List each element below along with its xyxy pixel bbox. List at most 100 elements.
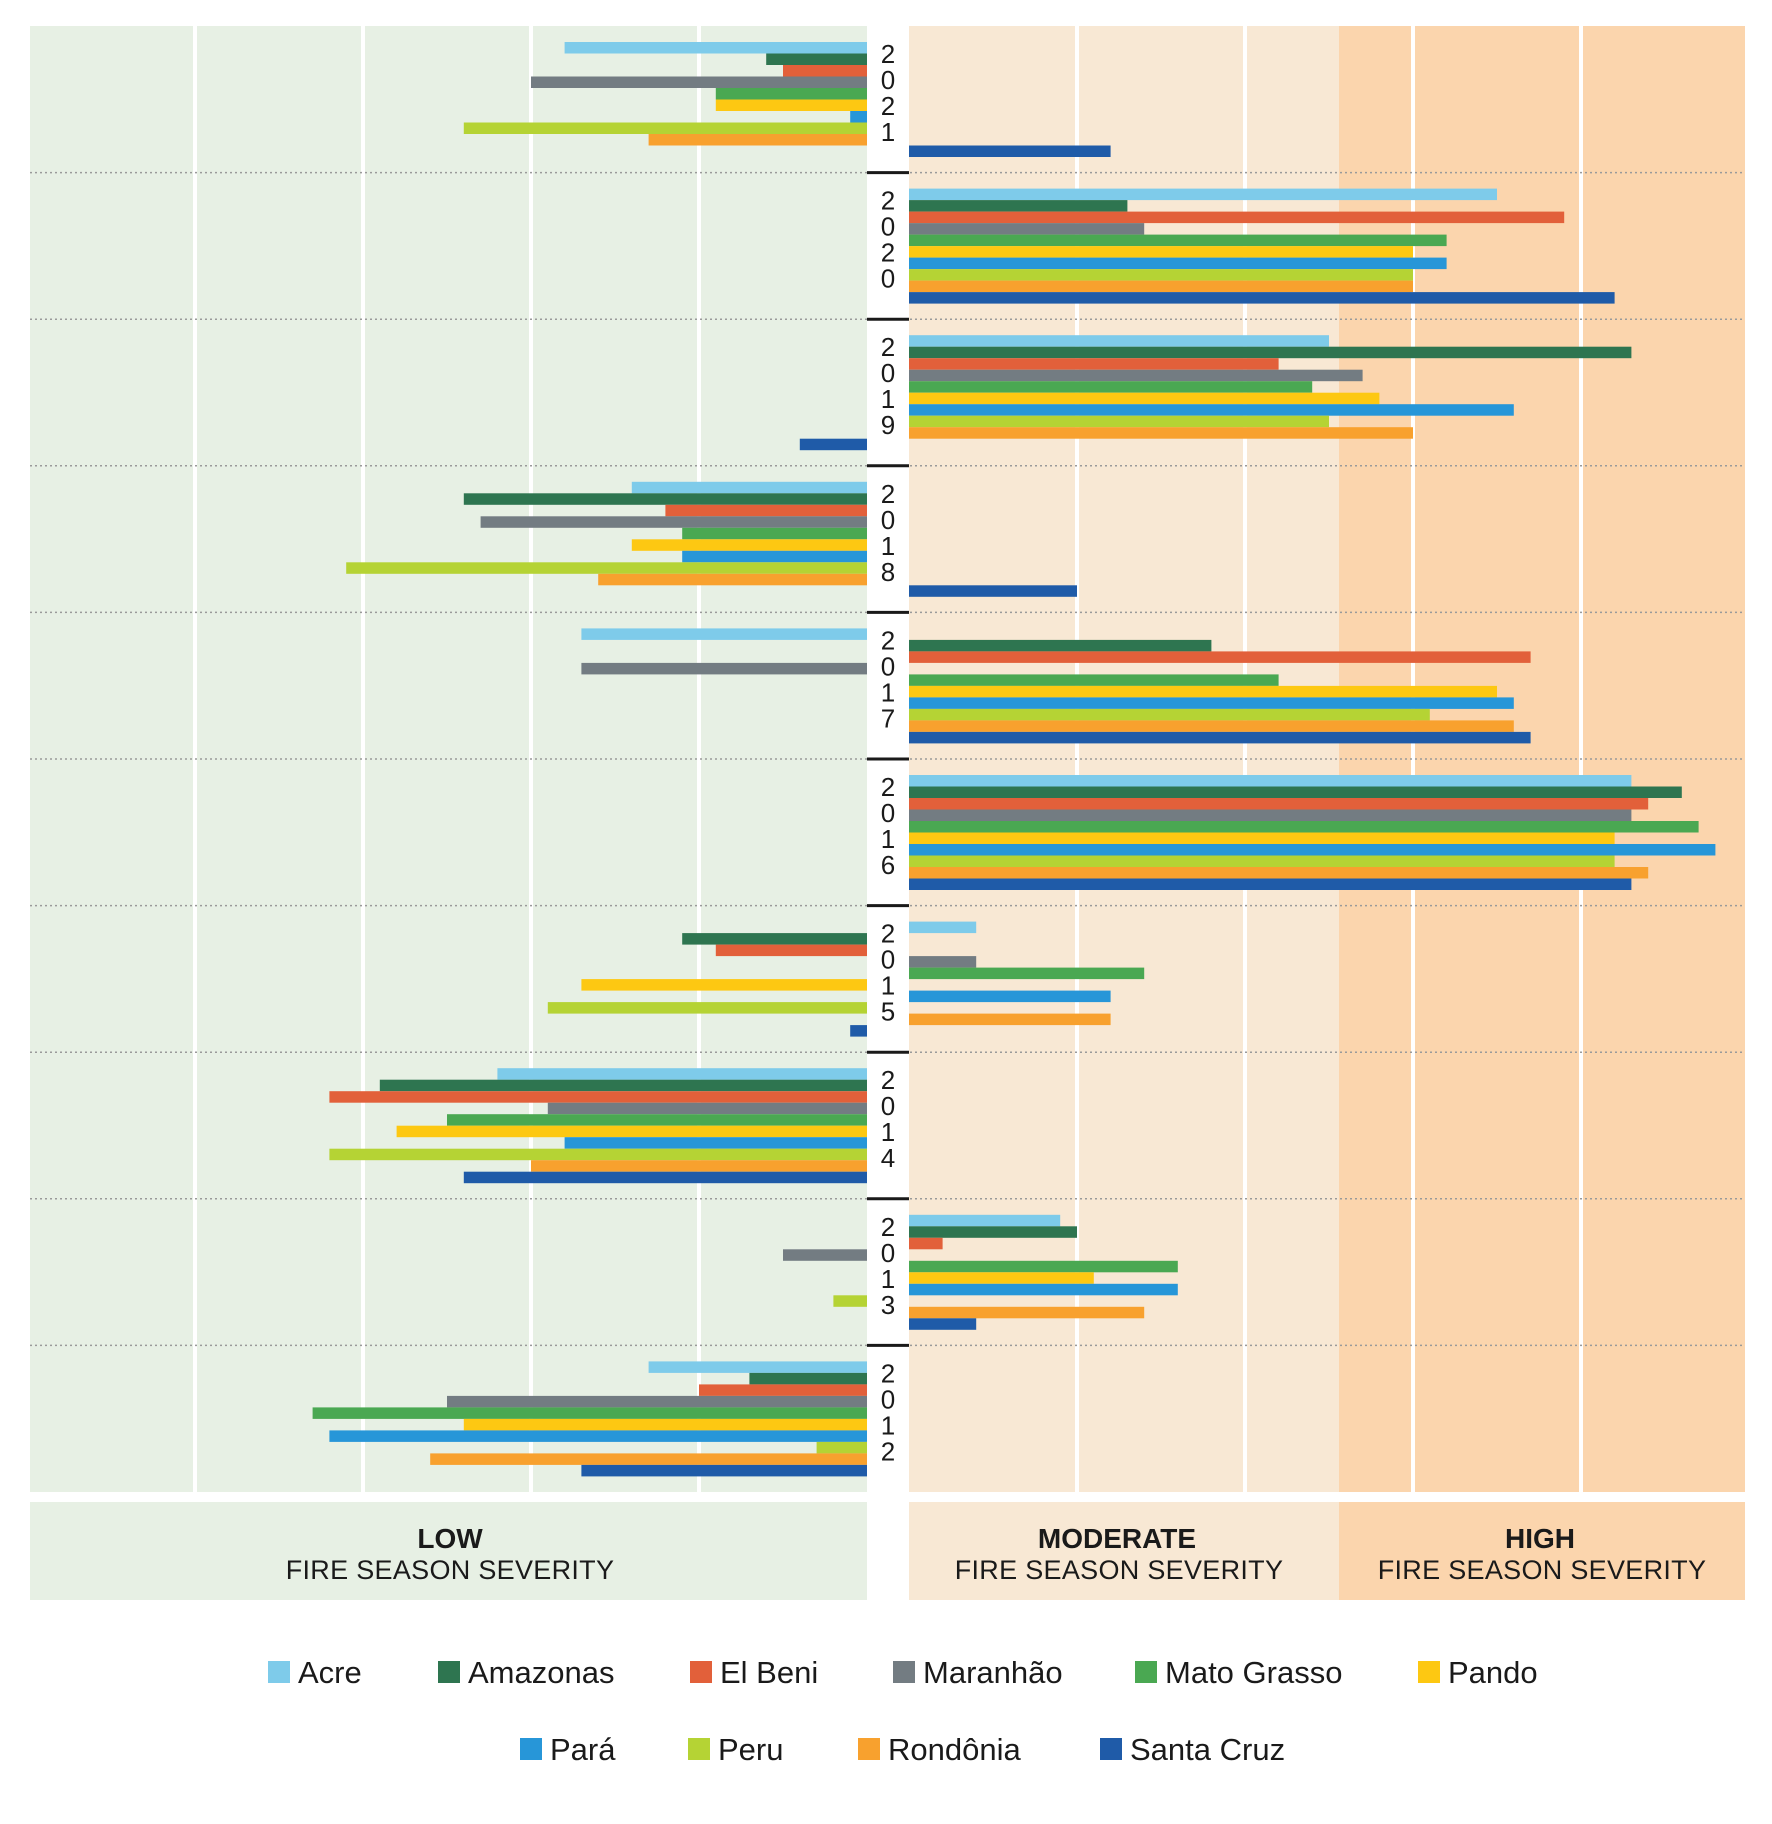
bar-maranh-o-2015 [909,956,977,968]
bar-acre-2018 [631,481,867,494]
bar-par--2020 [909,257,1447,270]
bar-maranh-o-2018 [480,516,867,528]
legend-label: Maranhão [923,1655,1063,1690]
year-digit: 2 [881,1212,895,1242]
legend-swatch [520,1738,542,1760]
bar-rond-nia-2012 [430,1453,867,1465]
bar-el-beni-2012 [699,1384,867,1396]
bar-rond-nia-2017 [909,720,1514,732]
bar-el-beni-2013 [909,1237,943,1250]
bar-pando-2020 [909,246,1413,258]
year-digit: 1 [881,117,895,147]
bar-acre-2013 [909,1214,1061,1227]
year-digit: 2 [881,1065,895,1095]
bar-peru-2019 [909,415,1329,428]
bar-peru-2020 [909,269,1413,281]
bar-rond-nia-2018 [598,573,867,586]
zone-low-subtitle: FIRE SEASON SEVERITY [286,1555,615,1585]
year-digit: 3 [881,1290,895,1320]
year-digit: 2 [881,238,895,268]
bar-rond-nia-2013 [909,1306,1145,1319]
bar-acre-2021 [564,42,867,54]
bar-mato-grasso-2021 [715,88,867,100]
bar-santa-cruz-2019 [799,438,867,451]
bar-acre-2014 [497,1068,867,1080]
year-digit: 2 [881,39,895,69]
bar-par--2015 [909,990,1111,1003]
year-digit: 2 [881,1358,895,1388]
row-separators [30,171,1745,1347]
bar-amazonas-2012 [749,1372,867,1385]
bar-par--2013 [909,1283,1178,1296]
bar-amazonas-2021 [766,53,867,65]
bar-par--2019 [909,404,1514,416]
legend-swatch [858,1738,880,1760]
year-digit: 0 [881,798,895,828]
bar-amazonas-2019 [909,346,1632,359]
bar-amazonas-2020 [909,200,1128,212]
zone-high-subtitle: FIRE SEASON SEVERITY [1378,1555,1707,1585]
bar-mato-grasso-2019 [909,381,1313,393]
bar-el-beni-2020 [909,211,1565,224]
year-digit: 6 [881,850,895,880]
year-digit: 4 [881,1143,895,1173]
bar-santa-cruz-2013 [909,1318,977,1330]
bar-peru-2017 [909,708,1430,721]
year-digit: 0 [881,65,895,95]
bar-el-beni-2015 [715,944,867,957]
bar-rond-nia-2015 [909,1013,1111,1026]
bar-rond-nia-2014 [531,1160,867,1172]
bar-pando-2015 [581,979,867,991]
legend: Acre Amazonas El Beni Maranhão Mato Grasso Pa… [268,1655,1538,1767]
bar-maranh-o-2017 [581,662,867,675]
bar-peru-2013 [833,1295,867,1307]
bar-santa-cruz-2016 [909,878,1632,890]
zone-high-title: HIGH [1505,1523,1575,1554]
bar-peru-2018 [346,562,867,574]
legend-swatch [1418,1661,1440,1683]
legend-label: Pando [1448,1655,1538,1690]
bar-maranh-o-2016 [909,809,1632,821]
bar-pando-2017 [909,685,1497,698]
bar-mato-grasso-2017 [909,674,1279,686]
year-digit: 0 [881,212,895,242]
legend-label: Acre [298,1655,362,1690]
year-digit: 0 [881,358,895,388]
bar-peru-2021 [463,122,867,134]
year-digit: 2 [881,1436,895,1466]
bar-rond-nia-2016 [909,867,1649,879]
year-digit: 0 [881,1091,895,1121]
legend-swatch [690,1661,712,1683]
bar-mato-grasso-2016 [909,821,1699,833]
bar-mato-grasso-2018 [682,527,867,540]
bar-mato-grasso-2014 [447,1114,867,1126]
bar-amazonas-2013 [909,1226,1077,1238]
bar-amazonas-2015 [682,933,867,945]
legend-label: El Beni [720,1655,818,1690]
zone-low-background [30,26,867,1492]
zone-moderate-panel [909,1502,1339,1600]
year-digit: 7 [881,703,895,733]
bar-amazonas-2017 [909,639,1212,652]
bar-peru-2014 [329,1148,867,1161]
bar-el-beni-2016 [909,798,1649,810]
year-digit: 2 [881,625,895,655]
bar-peru-2015 [547,1002,867,1014]
bar-santa-cruz-2017 [909,731,1531,744]
year-digit: 5 [881,997,895,1027]
bar-pando-2018 [631,539,867,551]
year-digit: 1 [881,1117,895,1147]
bar-par--2018 [682,550,867,563]
bar-pando-2021 [715,99,867,111]
year-digit: 8 [881,557,895,587]
bar-santa-cruz-2020 [909,292,1615,304]
year-digit: 2 [881,772,895,802]
bar-acre-2017 [581,628,867,640]
bar-par--2014 [564,1137,867,1149]
year-digit: 1 [881,824,895,854]
year-digit: 1 [881,677,895,707]
bar-el-beni-2019 [909,358,1279,370]
bar-maranh-o-2012 [447,1395,867,1408]
bar-pando-2013 [909,1272,1094,1284]
bar-rond-nia-2020 [909,280,1413,293]
